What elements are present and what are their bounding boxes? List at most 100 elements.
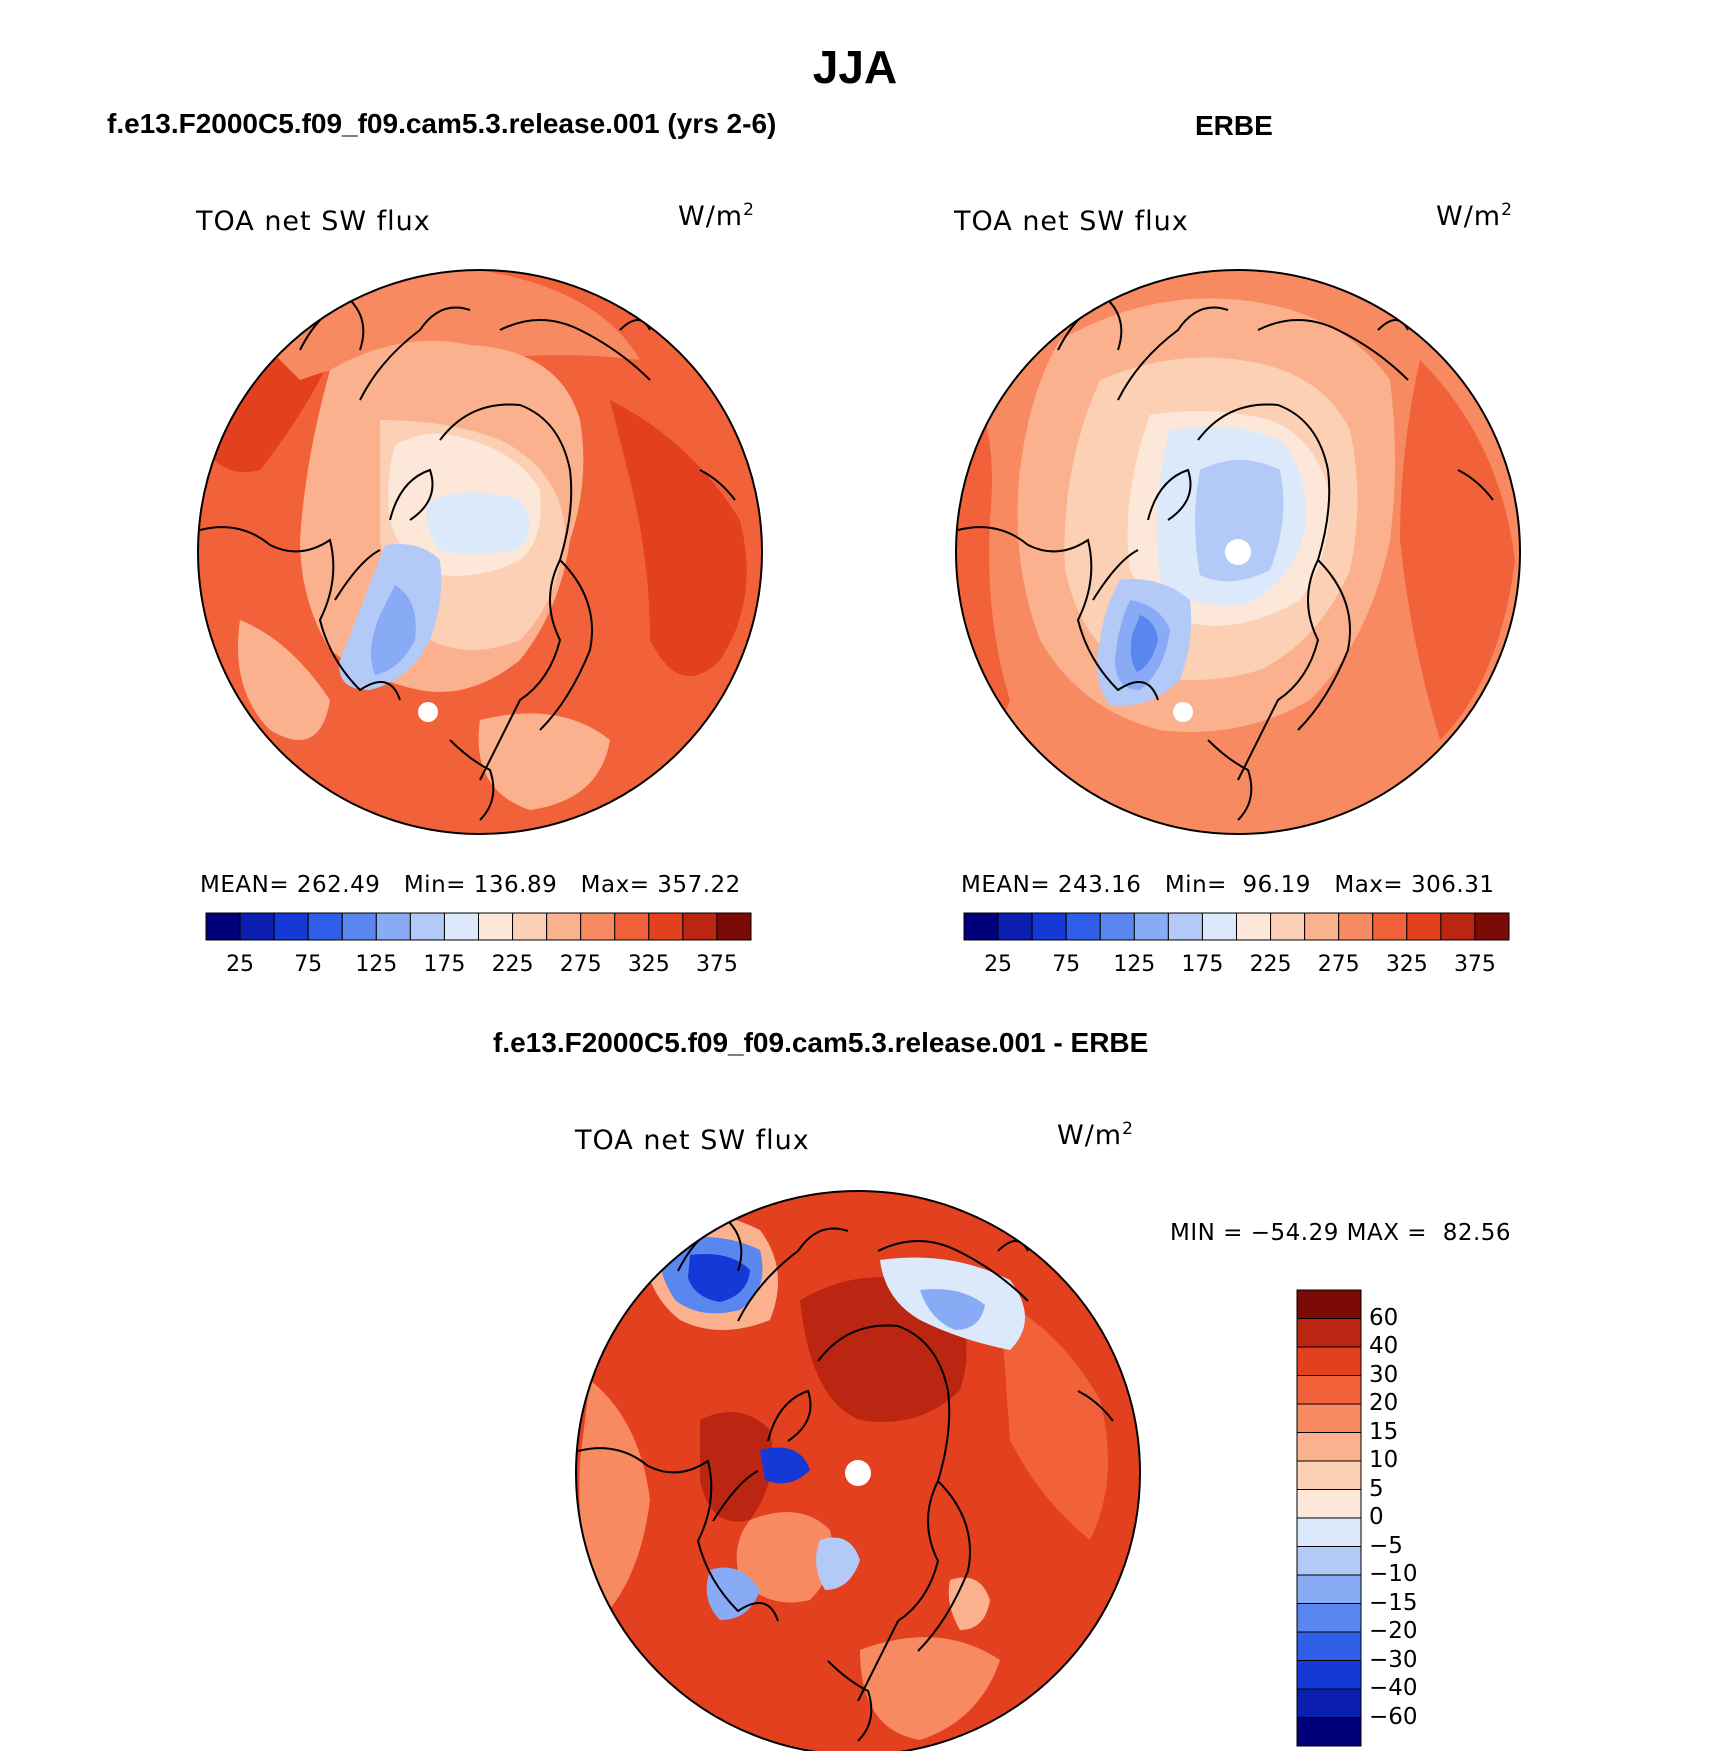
panel-3-units: W/m2: [1057, 1119, 1134, 1151]
colorbar-swatch: [1296, 1346, 1362, 1376]
colorbar-tick-label: −15: [1369, 1589, 1418, 1616]
map-3-pole-marker: [845, 1460, 871, 1486]
map-2-region: [1400, 360, 1515, 740]
map-3-region: [860, 1637, 1000, 1740]
colorbar-swatch: [546, 912, 582, 941]
map-3-region: [586, 1227, 650, 1290]
map-1-region: [478, 713, 610, 810]
colorbar-swatch: [1372, 912, 1408, 941]
colorbar-swatch: [1296, 1660, 1362, 1690]
colorbar-tick-label: 15: [1369, 1418, 1399, 1445]
map-3-region: [700, 1412, 773, 1522]
colorbar-tick-label: 275: [1317, 952, 1360, 977]
panel-1-stats: MEAN= 262.49 Min= 136.89 Max= 357.22: [200, 872, 741, 898]
panel-3-variable-label: TOA net SW flux: [575, 1125, 810, 1156]
colorbar-swatch: [1236, 912, 1272, 941]
map-3-region: [736, 1512, 833, 1603]
colorbar-tick-label: −40: [1369, 1675, 1418, 1701]
colorbar-swatch: [1296, 1631, 1362, 1661]
colorbar-tick-label: 40: [1369, 1333, 1399, 1359]
map-2-border: [955, 269, 1521, 835]
colorbar-swatch: [1296, 1432, 1362, 1462]
map-1-region: [610, 400, 747, 676]
colorbar-tick-label: 75: [294, 952, 323, 977]
colorbar-swatch: [341, 912, 377, 941]
colorbar-panel-1: [205, 912, 752, 941]
map-1-region: [238, 620, 330, 740]
map-1-border: [197, 269, 763, 835]
colorbar-tick-label: −60: [1369, 1703, 1418, 1730]
map-2-region: [1195, 460, 1284, 582]
colorbar-swatch: [1167, 912, 1203, 941]
colorbar-swatch: [1270, 912, 1306, 941]
map-2-region: [1130, 615, 1158, 672]
colorbar-tick-label: 5: [1369, 1475, 1384, 1502]
colorbar-swatch: [1031, 912, 1067, 941]
colorbar-swatch: [1296, 1517, 1362, 1547]
colorbar-swatch: [1440, 912, 1476, 941]
colorbar-swatch: [307, 912, 343, 941]
colorbar-swatch: [1296, 1318, 1362, 1348]
colorbar-swatch: [963, 912, 999, 941]
colorbar-swatch: [1201, 912, 1237, 941]
colorbar-tick-label: 0: [1369, 1504, 1384, 1530]
colorbar-swatch: [1474, 912, 1510, 941]
colorbar-tick-label: −5: [1369, 1532, 1403, 1559]
colorbar-tick-label: 375: [1453, 952, 1496, 977]
map-3-region: [760, 1447, 810, 1484]
colorbar-tick-label: 60: [1369, 1304, 1399, 1331]
panel-2-variable-label: TOA net SW flux: [954, 206, 1189, 237]
panel-1-variable-label: TOA net SW flux: [196, 206, 431, 237]
colorbar-tick-label: −10: [1369, 1561, 1418, 1587]
colorbar-swatch: [375, 912, 411, 941]
colorbar-swatch: [1296, 1375, 1362, 1405]
map-3-region: [1000, 1300, 1108, 1540]
colorbar-tick-label: 20: [1369, 1390, 1399, 1416]
colorbar-tick-label: 25: [226, 952, 255, 977]
panel-2-units: W/m2: [1436, 200, 1513, 232]
map-3-region: [920, 1289, 985, 1330]
figure-title: JJA: [812, 41, 898, 93]
colorbar-swatch: [1296, 1603, 1362, 1633]
colorbar-tick-label: 10: [1369, 1447, 1399, 1473]
colorbar-tick-label: 75: [1052, 952, 1081, 977]
colorbar-tick-label: 225: [491, 952, 534, 977]
map-panel-2: [956, 270, 1520, 834]
map-panel-1: [198, 270, 762, 834]
panel-3-min-max: MIN = −54.29 MAX = 82.56: [1170, 1220, 1512, 1246]
colorbar-swatch: [239, 912, 275, 941]
colorbar-difference: [1296, 1289, 1362, 1747]
colorbar-swatch: [1296, 1717, 1362, 1747]
colorbar-swatch: [1296, 1289, 1362, 1319]
colorbar-swatch: [716, 912, 752, 941]
map-3-region: [579, 1380, 650, 1620]
colorbar-swatch: [682, 912, 718, 941]
colorbar-swatch: [273, 912, 309, 941]
colorbar-swatch: [1065, 912, 1101, 941]
map-1-region: [418, 702, 438, 722]
colorbar-panel-2: [963, 912, 1510, 941]
map-3-region: [816, 1537, 860, 1590]
colorbar-swatch: [1296, 1574, 1362, 1604]
colorbar-swatch: [1296, 1403, 1362, 1433]
colorbar-tick-label: 175: [423, 952, 466, 977]
panel-3-case-title: f.e13.F2000C5.f09_f09.cam5.3.release.001…: [493, 1027, 1149, 1058]
panel-2-stats: MEAN= 243.16 Min= 96.19 Max= 306.31: [961, 872, 1495, 898]
colorbar-swatch: [1406, 912, 1442, 941]
map-3-region: [688, 1254, 750, 1302]
colorbar-tick-label: 30: [1369, 1361, 1399, 1388]
colorbar-swatch: [1304, 912, 1340, 941]
colorbar-swatch: [1296, 1460, 1362, 1490]
colorbar-tick-label: 325: [1385, 952, 1428, 977]
colorbar-tick-label: 225: [1249, 952, 1292, 977]
colorbar-tick-label: 375: [695, 952, 738, 977]
map-1-region: [371, 585, 416, 675]
map-2-pole-marker: [1225, 539, 1251, 565]
colorbar-tick-label: −30: [1369, 1646, 1418, 1673]
map-3-border: [575, 1190, 1141, 1751]
colorbar-tick-label: 325: [627, 952, 670, 977]
colorbar-swatch: [512, 912, 548, 941]
colorbar-swatch: [1338, 912, 1374, 941]
map-panel-3: [576, 1191, 1140, 1751]
